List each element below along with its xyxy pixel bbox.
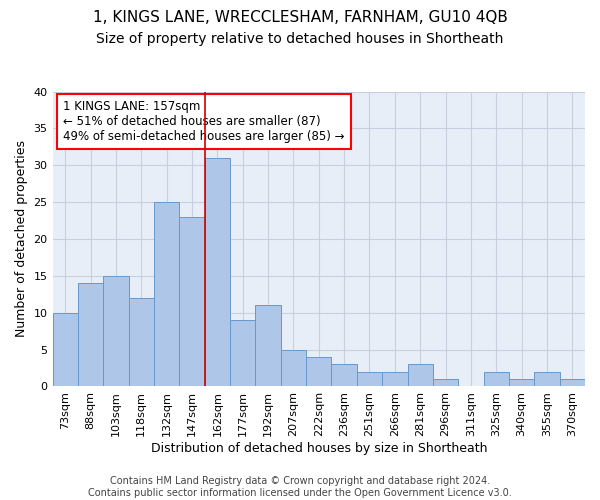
Text: 1, KINGS LANE, WRECCLESHAM, FARNHAM, GU10 4QB: 1, KINGS LANE, WRECCLESHAM, FARNHAM, GU1… [92,10,508,25]
Bar [281,350,306,387]
X-axis label: Distribution of detached houses by size in Shortheath: Distribution of detached houses by size … [151,442,487,455]
Bar [331,364,357,386]
Bar [103,276,128,386]
Bar [205,158,230,386]
Bar [484,372,509,386]
Bar [509,379,534,386]
Bar [53,312,78,386]
Text: Size of property relative to detached houses in Shortheath: Size of property relative to detached ho… [97,32,503,46]
Bar [560,379,585,386]
Text: Contains HM Land Registry data © Crown copyright and database right 2024.
Contai: Contains HM Land Registry data © Crown c… [88,476,512,498]
Bar [407,364,433,386]
Bar [179,217,205,386]
Bar [230,320,256,386]
Bar [154,202,179,386]
Bar [128,298,154,386]
Bar [382,372,407,386]
Y-axis label: Number of detached properties: Number of detached properties [15,140,28,338]
Bar [534,372,560,386]
Bar [306,357,331,386]
Bar [357,372,382,386]
Bar [78,283,103,387]
Bar [433,379,458,386]
Bar [256,306,281,386]
Text: 1 KINGS LANE: 157sqm
← 51% of detached houses are smaller (87)
49% of semi-detac: 1 KINGS LANE: 157sqm ← 51% of detached h… [63,100,344,144]
